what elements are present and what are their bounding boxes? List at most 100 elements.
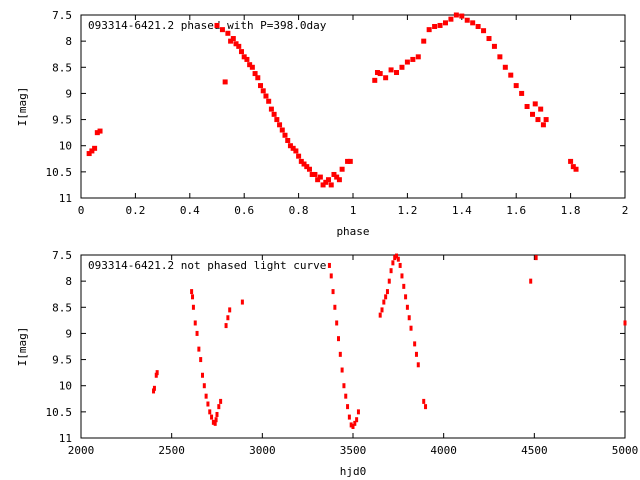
data-point xyxy=(568,158,574,164)
y-tick-label: 9.5 xyxy=(52,114,72,127)
data-point xyxy=(538,106,544,112)
plot-frame xyxy=(80,14,626,199)
x-tick-label: 3500 xyxy=(340,444,367,457)
data-point xyxy=(405,304,409,310)
data-point xyxy=(263,93,269,99)
data-point xyxy=(333,304,337,310)
data-point xyxy=(453,12,459,18)
data-point xyxy=(285,137,291,143)
data-point xyxy=(513,83,519,89)
chart-title: 093314-6421.2 not phased light curve xyxy=(88,259,326,272)
data-point xyxy=(535,117,541,123)
data-point xyxy=(347,414,351,420)
data-point xyxy=(226,315,230,321)
data-point xyxy=(301,161,307,167)
data-point xyxy=(481,28,487,34)
x-tick-label: 5000 xyxy=(612,444,639,457)
data-point xyxy=(210,414,214,420)
data-point xyxy=(344,393,348,399)
data-point xyxy=(94,130,100,136)
y-tick-label: 9 xyxy=(65,87,72,100)
data-point xyxy=(249,64,255,70)
data-point xyxy=(214,417,218,423)
data-point xyxy=(202,383,206,389)
data-point xyxy=(298,158,304,164)
data-point xyxy=(89,148,95,154)
data-point xyxy=(97,128,103,134)
data-point xyxy=(407,315,411,321)
x-tick-label: 0.2 xyxy=(125,204,145,217)
data-point xyxy=(396,256,400,262)
data-point xyxy=(233,41,239,47)
data-point xyxy=(277,122,283,128)
data-point xyxy=(236,43,242,49)
data-point xyxy=(197,346,201,352)
data-point xyxy=(570,164,576,170)
data-point xyxy=(413,341,417,347)
data-point xyxy=(530,111,536,117)
data-point xyxy=(320,182,326,188)
data-point xyxy=(623,320,627,326)
x-tick-label: 4500 xyxy=(521,444,548,457)
x-tick-label: 1.4 xyxy=(452,204,472,217)
data-point xyxy=(378,312,382,318)
data-point xyxy=(214,22,220,28)
unphased-light-curve-chart: 2000 2500 3000 3500 4000 4500 5000 7.5 8 8.5 9 9.5 1… xyxy=(16,249,638,478)
x-axis-label: hjd0 xyxy=(340,465,367,478)
data-point xyxy=(228,38,234,44)
data-point xyxy=(274,117,280,123)
data-point xyxy=(374,70,380,76)
data-point xyxy=(92,145,98,151)
data-point xyxy=(336,336,340,342)
data-point xyxy=(404,294,408,300)
x-axis-label: phase xyxy=(336,225,369,238)
data-point xyxy=(529,278,533,284)
plot-frame xyxy=(80,254,626,439)
x-tick-label: 0.6 xyxy=(234,204,254,217)
data-point xyxy=(309,171,315,177)
data-point xyxy=(422,398,426,404)
x-tick-label: 1.6 xyxy=(506,204,526,217)
data-point xyxy=(241,54,247,60)
data-point xyxy=(335,320,339,326)
data-point xyxy=(382,299,386,305)
y-axis-label: I[mag] xyxy=(16,87,29,127)
y-tick-label: 10 xyxy=(59,140,72,153)
data-point xyxy=(155,370,159,376)
data-point xyxy=(543,117,549,123)
y-tick-label: 9 xyxy=(65,327,72,340)
data-point xyxy=(255,75,261,81)
data-point xyxy=(260,88,266,94)
data-point xyxy=(540,122,546,128)
data-point xyxy=(339,166,345,172)
data-point xyxy=(486,36,492,42)
data-point xyxy=(442,20,448,26)
y-tick-label: 8 xyxy=(65,275,72,288)
data-point xyxy=(152,388,156,394)
x-tick-label: 4000 xyxy=(430,444,457,457)
data-point xyxy=(154,372,158,378)
x-tick-label: 2 xyxy=(622,204,629,217)
data-point xyxy=(508,72,514,78)
y-tick-label: 10.5 xyxy=(46,406,73,419)
x-tick-label: 1.8 xyxy=(561,204,581,217)
x-tick-label: 2000 xyxy=(68,444,95,457)
data-point xyxy=(338,351,342,357)
data-point xyxy=(345,158,351,164)
data-point xyxy=(573,166,579,172)
data-point xyxy=(290,145,296,151)
y-tick-label: 8.5 xyxy=(52,301,72,314)
data-point xyxy=(293,148,299,154)
data-point xyxy=(416,362,420,368)
data-point xyxy=(296,153,302,159)
data-point xyxy=(437,22,443,28)
data-point xyxy=(193,320,197,326)
data-point xyxy=(191,304,195,310)
y-tick-label: 7.5 xyxy=(52,249,72,262)
x-tick-label: 3000 xyxy=(249,444,276,457)
data-point xyxy=(228,307,232,313)
data-point xyxy=(191,294,195,300)
data-point xyxy=(224,323,228,329)
data-point xyxy=(351,423,355,429)
